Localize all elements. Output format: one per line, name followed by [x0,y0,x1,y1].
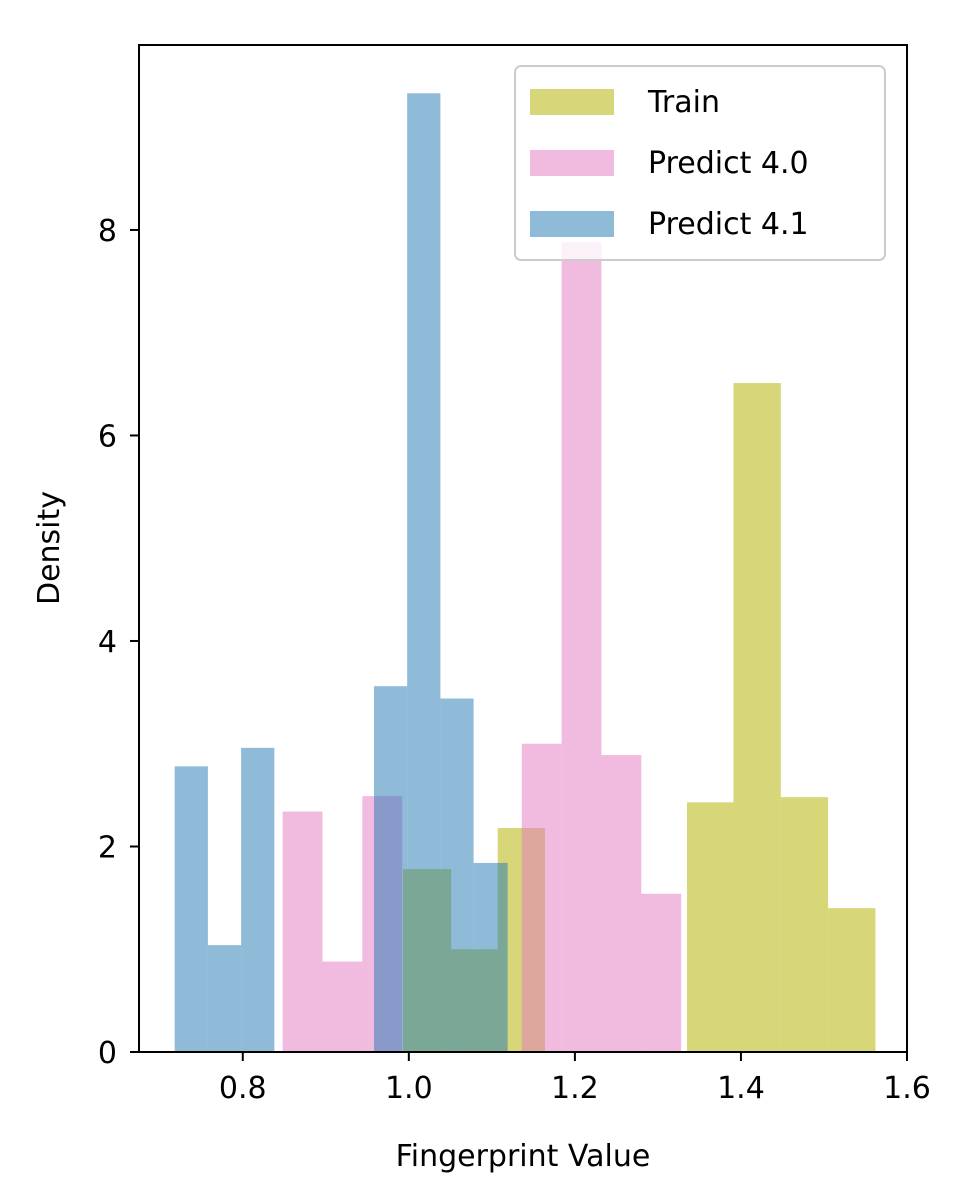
legend-swatch-train [530,89,614,115]
x-axis-title: Fingerprint Value [396,1139,651,1174]
x-axis-ticks: 0.8 1.0 1.2 1.4 1.6 [219,1052,931,1106]
bar-train-8 [780,797,829,1052]
legend-label-predict-4-1: Predict 4.1 [648,207,809,242]
bar-predict-4-1-6 [373,686,408,1052]
x-tick-label: 1.2 [551,1071,599,1106]
bar-predict-4-0-8 [601,755,642,1052]
bar-predict-4-1-1 [207,945,242,1052]
bar-predict-4-0-7 [561,242,602,1053]
x-tick-label: 1.0 [385,1071,433,1106]
bar-train-6 [686,802,734,1052]
y-axis-ticks: 0 2 4 6 8 [98,214,139,1071]
x-tick-label: 1.4 [717,1071,765,1106]
series-predict-4-0 [282,242,682,1053]
y-axis-title: Density [32,491,67,605]
bar-train-9 [828,908,876,1052]
legend-label-predict-4-0: Predict 4.0 [648,146,809,181]
legend: Train Predict 4.0 Predict 4.1 [514,65,886,261]
series-predict-4-1 [174,93,508,1053]
bar-predict-4-1-9 [473,862,508,1052]
bar-predict-4-0-6 [521,743,562,1052]
legend-label-train: Train [647,85,720,120]
y-tick-label: 2 [98,830,117,865]
bar-predict-4-0-1 [322,961,363,1052]
legend-swatch-predict-4-1 [530,211,614,237]
bar-predict-4-1-8 [440,698,474,1052]
y-tick-label: 0 [98,1036,117,1071]
bars-layer [174,93,876,1053]
legend-swatch-predict-4-0 [530,150,614,176]
bar-predict-4-0-0 [282,811,323,1052]
plot-frame [138,44,908,1053]
bar-predict-4-0-9 [641,893,682,1052]
y-tick-label: 8 [98,214,117,249]
y-tick-label: 4 [98,625,117,660]
bar-predict-4-1-2 [241,747,275,1052]
bar-train-7 [733,383,781,1052]
x-tick-label: 0.8 [219,1071,267,1106]
y-tick-label: 6 [98,419,117,454]
bar-predict-4-1-7 [407,93,441,1053]
x-tick-label: 1.6 [883,1071,931,1106]
bar-predict-4-1-0 [174,766,208,1052]
